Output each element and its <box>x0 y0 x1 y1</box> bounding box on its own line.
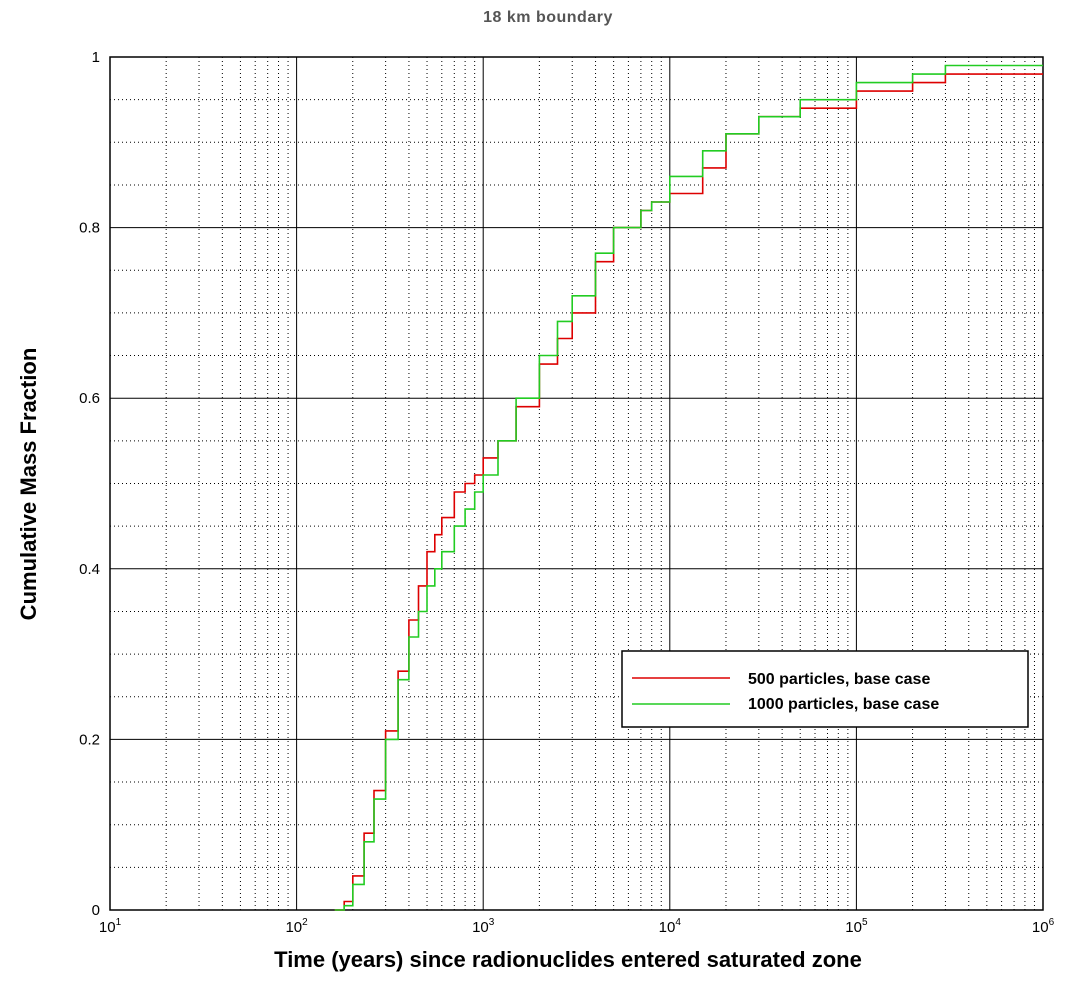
x-tick-label: 105 <box>845 917 868 936</box>
legend-label-1000-particles: 1000 particles, base case <box>748 696 939 713</box>
legend: 500 particles, base case 1000 particles,… <box>621 650 1029 728</box>
x-tick-label: 102 <box>285 917 308 936</box>
series-line-1 <box>334 64 1043 911</box>
x-tick-label: 103 <box>472 917 495 936</box>
y-tick-label: 0.6 <box>79 390 100 407</box>
y-tick-label: 0.2 <box>79 731 100 748</box>
grid <box>110 57 1043 910</box>
x-tick-label: 106 <box>1032 917 1055 936</box>
series <box>334 64 1043 911</box>
y-tick-label: 0 <box>92 902 100 919</box>
legend-box <box>621 650 1029 728</box>
legend-label-500-particles: 500 particles, base case <box>748 671 930 688</box>
chart-title: 18 km boundary <box>483 9 613 26</box>
x-axis-label: Time (years) since radionuclides entered… <box>274 947 862 972</box>
axis-ticks: 101 102 103 104 105 106 0 0.2 0.4 0.6 0.8 1 <box>79 49 1054 936</box>
x-tick-label: 104 <box>659 917 682 936</box>
y-tick-label: 1 <box>92 49 100 66</box>
series-line-0 <box>334 73 1043 911</box>
y-axis-label: Cumulative Mass Fraction <box>16 348 41 621</box>
y-tick-label: 0.4 <box>79 561 100 578</box>
plot-area-frame <box>109 56 1044 911</box>
y-tick-label: 0.8 <box>79 220 100 237</box>
x-tick-label: 101 <box>99 917 122 936</box>
